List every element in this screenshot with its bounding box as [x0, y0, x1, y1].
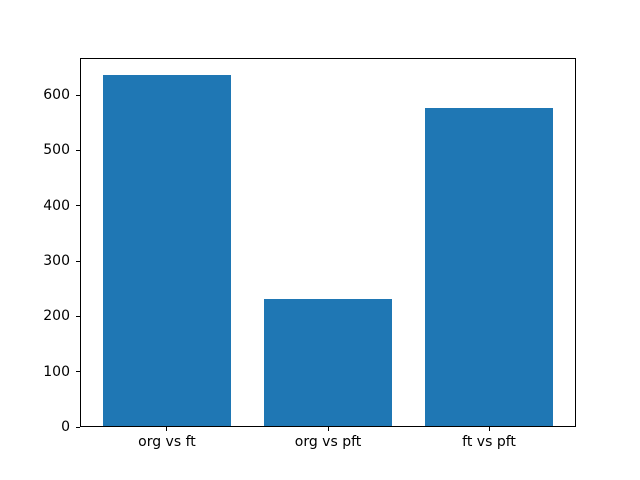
y-tick-mark: [76, 94, 80, 96]
y-tick-mark: [76, 149, 80, 151]
x-tick-mark: [488, 427, 490, 431]
y-tick-mark: [76, 260, 80, 262]
bar-ft-vs-pft: [424, 108, 554, 427]
x-tick-mark: [327, 427, 329, 431]
bar-org-vs-pft: [263, 299, 393, 427]
y-tick-label: 500: [43, 142, 70, 159]
x-tick-mark: [166, 427, 168, 431]
y-tick-label: 200: [43, 308, 70, 325]
y-tick-label: 600: [43, 87, 70, 104]
y-tick-mark: [76, 315, 80, 317]
x-tick-label: org vs ft: [138, 434, 196, 450]
y-tick-label: 300: [43, 253, 70, 270]
bar-org-vs-ft: [102, 75, 232, 427]
y-tick-label: 400: [43, 197, 70, 214]
y-tick-label: 0: [61, 419, 70, 435]
x-tick-label: ft vs pft: [462, 434, 516, 450]
x-tick-label: org vs pft: [294, 434, 362, 450]
y-tick-mark: [76, 205, 80, 207]
y-tick-mark: [76, 371, 80, 373]
y-tick-mark: [76, 426, 80, 428]
plot-area: [80, 58, 576, 427]
y-tick-label: 100: [43, 363, 70, 380]
